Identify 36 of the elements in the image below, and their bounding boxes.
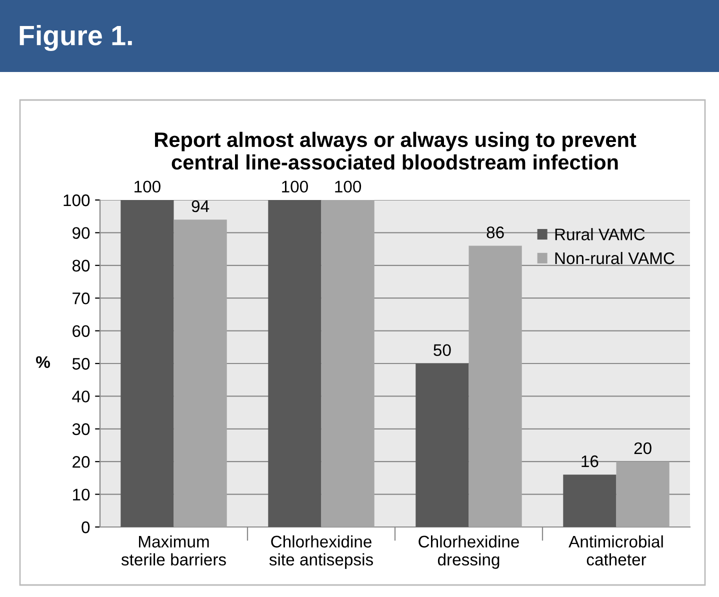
y-tick-label: 10 bbox=[73, 488, 90, 501]
data-label: 86 bbox=[486, 226, 504, 238]
chart-title: Report almost always or always using to prevent central line-associated bloodstream infection bbox=[155, 132, 636, 170]
y-tick-label: 0 bbox=[82, 521, 90, 534]
y-tick-label: 80 bbox=[72, 260, 90, 272]
bar bbox=[174, 220, 227, 527]
bar bbox=[321, 200, 374, 527]
bar bbox=[563, 474, 616, 527]
x-tick-label: Maximum sterile barriers bbox=[121, 535, 226, 566]
data-label: 50 bbox=[434, 344, 451, 356]
data-label: 100 bbox=[335, 180, 362, 193]
bar bbox=[616, 462, 670, 527]
x-tick-label: Chlorhexidine dressing bbox=[418, 535, 519, 569]
x-tick-label: Antimicrobial catheter bbox=[568, 535, 663, 566]
y-tick-label: 90 bbox=[72, 227, 90, 239]
y-tick-label: 40 bbox=[72, 390, 90, 402]
y-axis-title: % bbox=[36, 356, 50, 368]
bar bbox=[468, 246, 522, 527]
data-label: 16 bbox=[582, 455, 598, 468]
y-tick-label: 20 bbox=[72, 456, 90, 468]
y-tick-label: 60 bbox=[72, 325, 90, 338]
data-label: 20 bbox=[634, 442, 652, 454]
bar bbox=[268, 200, 322, 527]
data-label: 94 bbox=[192, 200, 210, 212]
y-tick-label: 50 bbox=[72, 358, 90, 370]
data-label: 100 bbox=[134, 180, 160, 193]
bar bbox=[416, 364, 469, 527]
legend-label: Non-rural VAMC bbox=[555, 252, 674, 264]
x-tick-label: Chlorhexidine site antisepsis bbox=[269, 535, 373, 569]
data-label: 100 bbox=[282, 180, 308, 193]
bar bbox=[120, 200, 174, 527]
y-tick-label: 70 bbox=[72, 292, 90, 304]
y-tick-label: 30 bbox=[72, 423, 90, 436]
y-tick-label: 100 bbox=[64, 194, 90, 206]
legend-label: Rural VAMC bbox=[555, 228, 645, 240]
caption: Figure 1. bbox=[20, 24, 132, 52]
